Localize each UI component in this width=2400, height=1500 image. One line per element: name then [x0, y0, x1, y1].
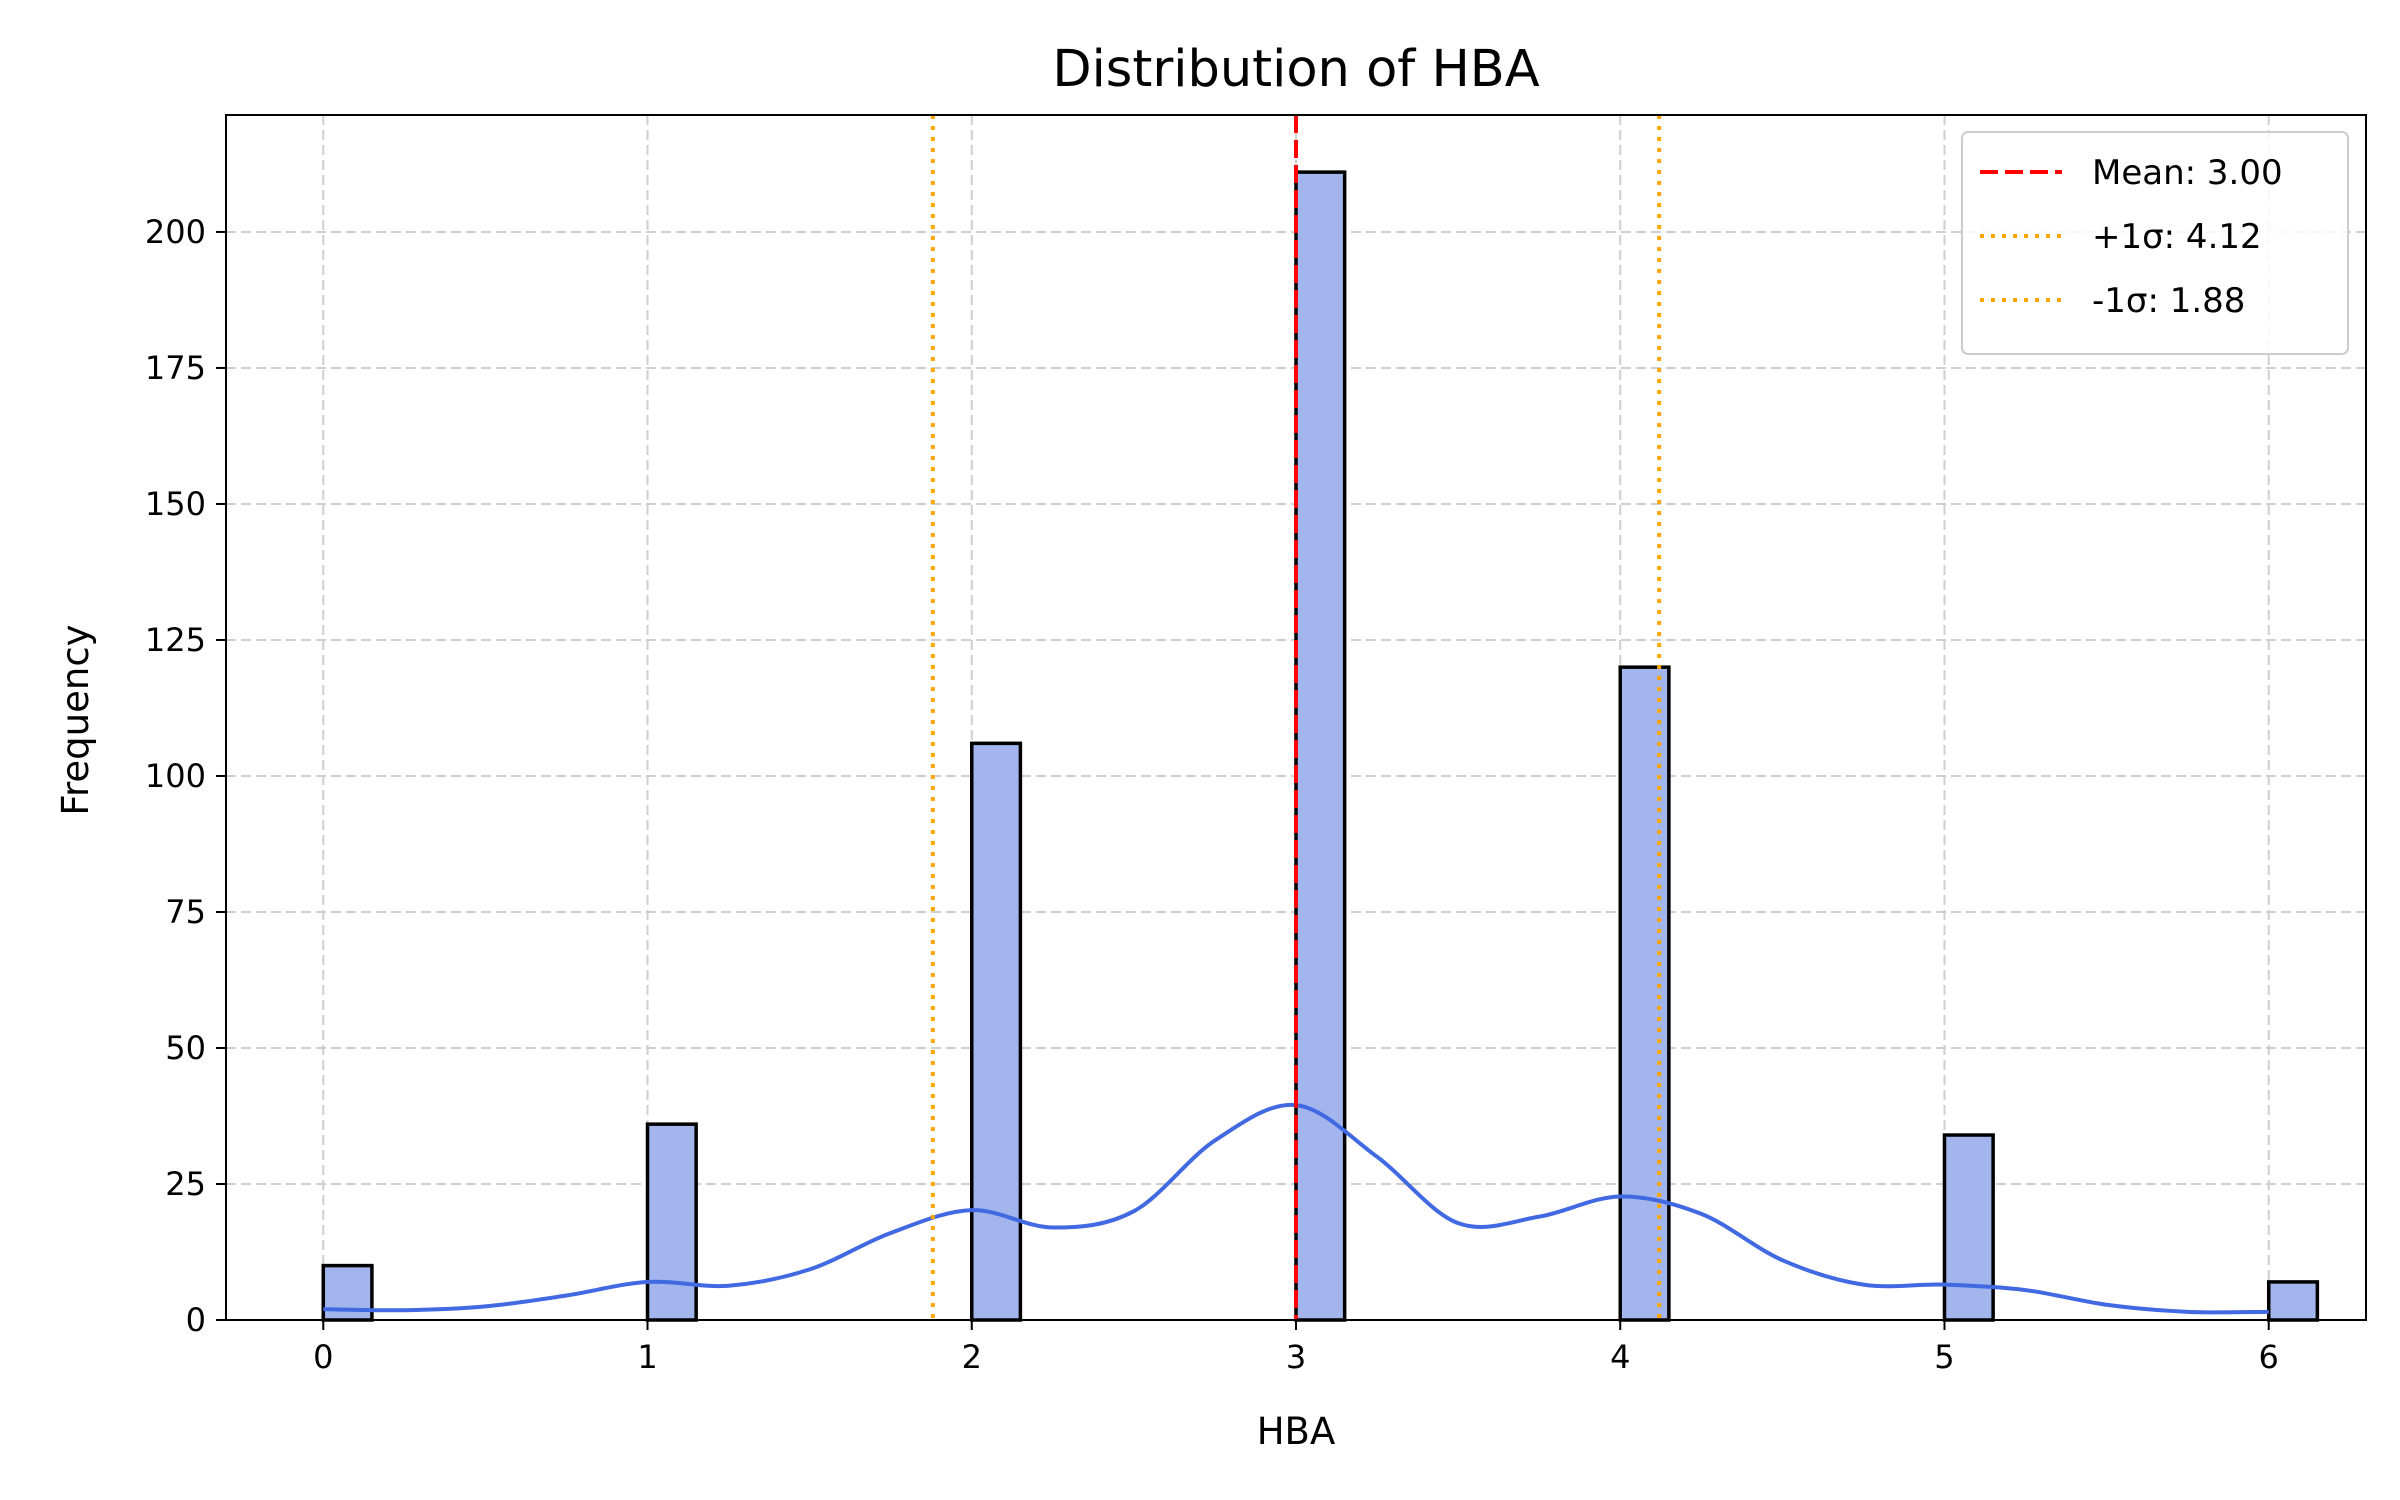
y-tick-label: 50: [165, 1029, 206, 1067]
legend-label: +1σ: 4.12: [2092, 217, 2262, 257]
y-tick-label: 100: [145, 757, 206, 795]
y-tick-label: 175: [145, 349, 206, 387]
y-tick-label: 125: [145, 621, 206, 659]
x-tick-label: 6: [2259, 1338, 2279, 1376]
histogram-bar: [1294, 170, 1347, 1322]
legend: Mean: 3.00 +1σ: 4.12 -1σ: 1.88: [1961, 131, 2349, 355]
y-tick-label: 150: [145, 485, 206, 523]
y-tick-label: 200: [145, 213, 206, 251]
x-tick-label: 5: [1934, 1338, 1954, 1376]
y-axis-ticks: 0 25 50 75 100 125 150 175 200: [145, 213, 226, 1339]
y-tick-label: 75: [165, 893, 206, 931]
x-axis-label: HBA: [1257, 1410, 1336, 1453]
legend-label: -1σ: 1.88: [2092, 281, 2245, 321]
histogram-bar: [970, 741, 1023, 1322]
x-tick-label: 4: [1610, 1338, 1630, 1376]
histogram-bar: [2266, 1280, 2320, 1322]
x-tick-label: 0: [313, 1338, 333, 1376]
legend-label: Mean: 3.00: [2092, 153, 2283, 193]
histogram-bar: [1618, 665, 1671, 1322]
y-tick-label: 0: [186, 1301, 206, 1339]
y-axis-label: Frequency: [54, 624, 97, 815]
chart-title: Distribution of HBA: [1052, 40, 1539, 99]
x-axis-ticks: 0 1 2 3 4 5 6: [313, 1320, 2279, 1376]
x-tick-label: 2: [962, 1338, 982, 1376]
histogram-bar: [645, 1122, 698, 1322]
histogram-bar: [1942, 1133, 1995, 1322]
x-tick-label: 3: [1286, 1338, 1306, 1376]
x-tick-label: 1: [637, 1338, 657, 1376]
reference-lines: [930, 115, 1662, 1320]
y-tick-label: 25: [165, 1165, 206, 1203]
